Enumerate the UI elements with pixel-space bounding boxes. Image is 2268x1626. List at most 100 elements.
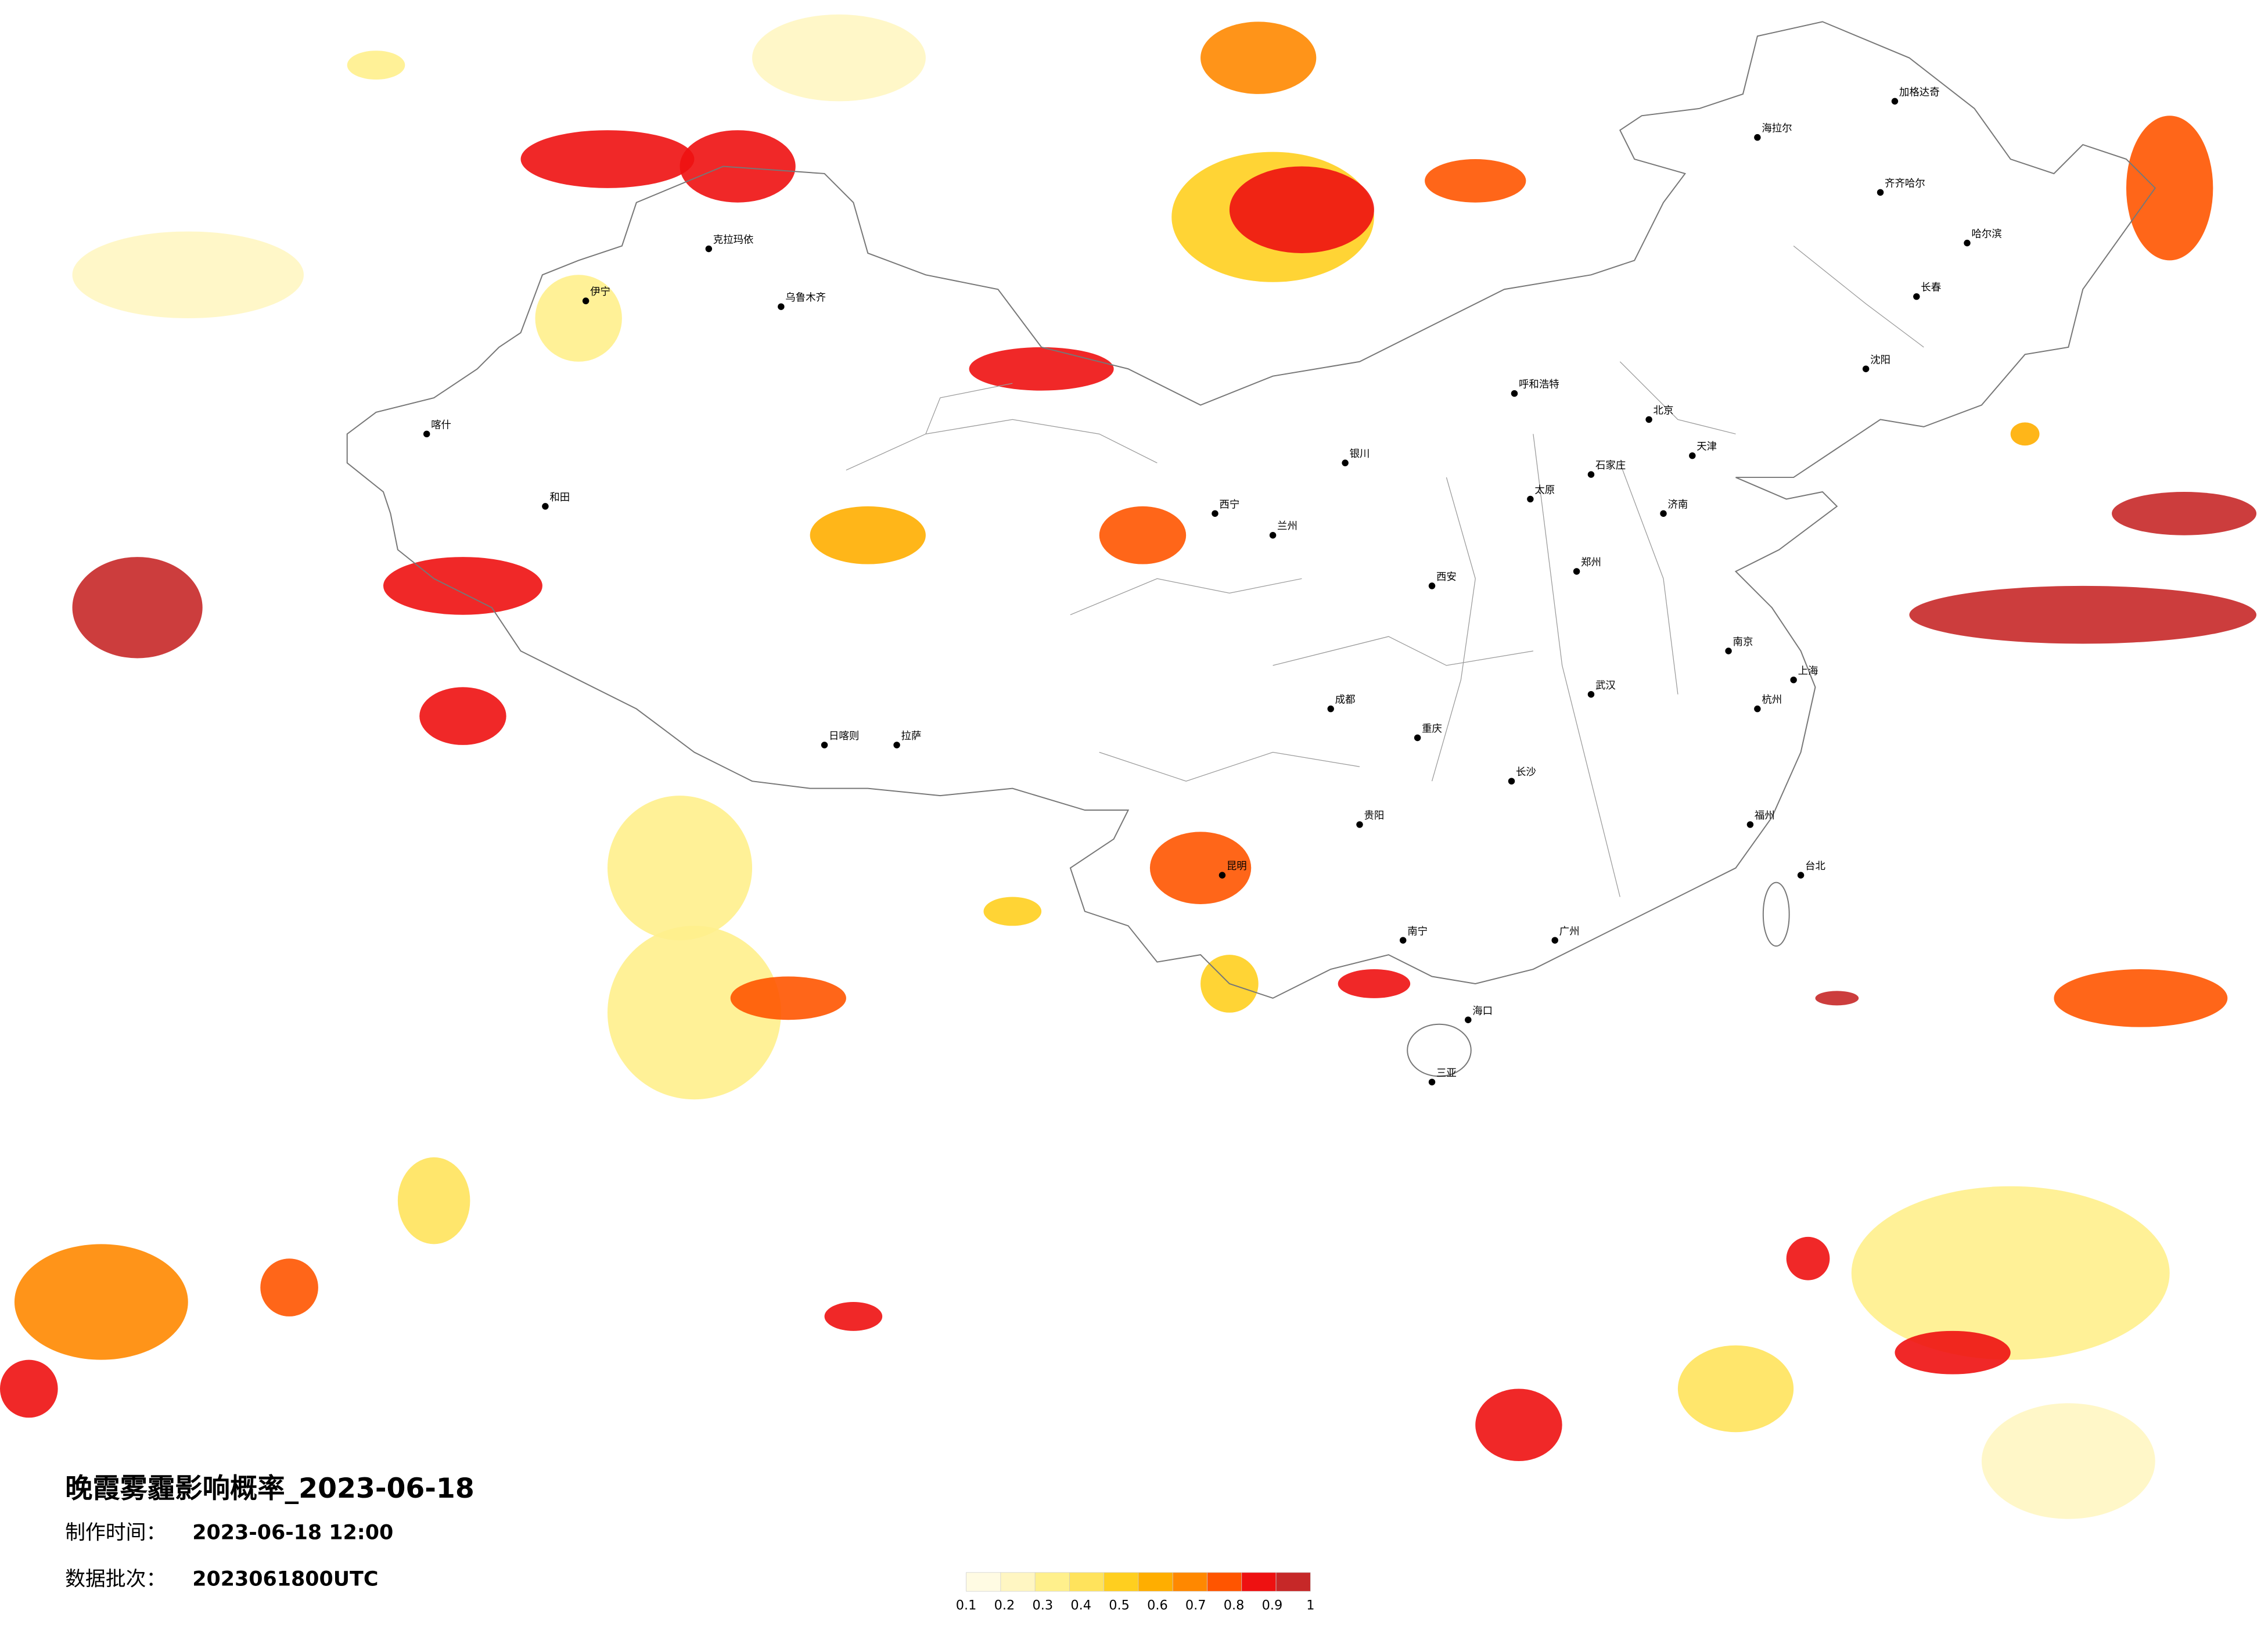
colorbar-swatch (1207, 1572, 1242, 1592)
city-dot (1573, 568, 1580, 575)
city-label: 银川 (1350, 448, 1370, 460)
colorbar-swatch (1069, 1572, 1105, 1592)
city-label: 齐齐哈尔 (1885, 178, 1925, 189)
haze-blob (1895, 1330, 2011, 1375)
city-dot (582, 297, 590, 304)
batch-label: 数据批次： (65, 1567, 166, 1591)
city-dot (1327, 705, 1334, 713)
city-dot (1269, 531, 1277, 539)
city-label: 昆明 (1227, 861, 1247, 872)
city-dot (1551, 937, 1558, 944)
haze-blob (824, 1301, 883, 1331)
city-label: 武汉 (1595, 680, 1616, 692)
city-dot (1399, 937, 1407, 944)
colorbar-swatch (1172, 1572, 1207, 1592)
city-dot (1754, 134, 1761, 141)
colorbar-swatch (1241, 1572, 1277, 1592)
province-lines (846, 246, 1924, 897)
city-dot (1891, 98, 1899, 105)
city-label: 上海 (1798, 665, 1818, 677)
haze-blob (1786, 1236, 1830, 1280)
city-label: 成都 (1335, 695, 1356, 706)
haze-blob (969, 347, 1114, 391)
haze-blob (260, 1258, 318, 1316)
colorbar-tick-label: 0.4 (1070, 1598, 1091, 1613)
batch-value: 2023061800UTC (192, 1567, 378, 1591)
city-label: 兰州 (1277, 521, 1297, 533)
city-dot (1508, 778, 1515, 785)
city-dot (1342, 459, 1349, 466)
haze-blob (2112, 491, 2257, 535)
colorbar-tick-label: 0.6 (1147, 1598, 1168, 1613)
colorbar-tick-label: 0.2 (994, 1598, 1015, 1613)
colorbar: 0.1 0.2 0.3 0.4 0.5 0.6 0.7 0.8 0.9 1 (956, 1572, 1314, 1613)
city-label: 西安 (1436, 571, 1457, 583)
haze-blob (14, 1244, 188, 1360)
haze-blob (1201, 21, 1317, 94)
city-label: 拉萨 (901, 731, 922, 742)
city-label: 和田 (549, 492, 570, 503)
city-dot (1754, 705, 1761, 713)
city-dot (1660, 510, 1667, 517)
city-dot (893, 742, 900, 749)
haze-blob (752, 14, 926, 102)
city-dot (1527, 495, 1534, 503)
haze-blob (72, 557, 203, 659)
haze-blob (810, 506, 926, 564)
colorbar-tick-label: 1 (1306, 1598, 1314, 1613)
haze-blob (535, 275, 622, 362)
city-dot (1964, 239, 1971, 247)
colorbar-tick-label: 0.7 (1185, 1598, 1206, 1613)
haze-blob (2126, 116, 2213, 261)
haze-blob (383, 557, 542, 615)
city-dot (542, 503, 549, 510)
city-label: 杭州 (1762, 695, 1782, 706)
haze-blob (419, 687, 506, 745)
city-label: 克拉玛依 (713, 235, 754, 246)
haze-blob (1475, 1388, 1562, 1462)
haze-layer (0, 14, 2257, 1519)
city-dot (1645, 416, 1652, 423)
haze-blob (680, 130, 796, 203)
city-label: 济南 (1667, 499, 1688, 510)
map-title: 晚霞雾霾影响概率_2023-06-18 (65, 1473, 475, 1505)
haze-blob (983, 897, 1042, 926)
city-dot (1877, 189, 1884, 196)
haze-blob (72, 231, 304, 319)
city-dot (1219, 872, 1226, 879)
city-label: 三亚 (1436, 1067, 1457, 1079)
island-outline (1762, 882, 1790, 947)
haze-blob (2010, 422, 2040, 446)
city-dot (1797, 872, 1805, 879)
city-label: 乌鲁木齐 (785, 292, 826, 304)
colorbar-swatch (1275, 1572, 1311, 1592)
city-label: 台北 (1805, 861, 1825, 872)
city-label: 哈尔滨 (1971, 229, 2001, 240)
city-label: 南宁 (1407, 926, 1428, 937)
city-dot (1511, 390, 1518, 397)
island-outline (1407, 1023, 1472, 1077)
city-dot (1212, 510, 1219, 517)
haze-blob (607, 926, 781, 1100)
city-dot (1913, 293, 1920, 300)
city-dot (1725, 647, 1732, 654)
city-label: 西宁 (1219, 499, 1239, 510)
city-label: 天津 (1696, 441, 1717, 453)
colorbar-tick-label: 0.8 (1224, 1598, 1245, 1613)
city-dot (1587, 471, 1595, 478)
city-label: 北京 (1654, 405, 1674, 416)
haze-blob (0, 1359, 58, 1418)
haze-blob (520, 130, 695, 188)
city-dot (1790, 677, 1797, 684)
city-label: 呼和浩特 (1519, 379, 1559, 391)
haze-blob (730, 976, 846, 1020)
colorbar-swatch (966, 1572, 1001, 1592)
haze-blob (397, 1157, 470, 1244)
colorbar-tick-label: 0.1 (956, 1598, 977, 1613)
haze-blob (2054, 969, 2228, 1027)
colorbar-tick-label: 0.5 (1109, 1598, 1130, 1613)
haze-blob (1677, 1345, 1794, 1433)
